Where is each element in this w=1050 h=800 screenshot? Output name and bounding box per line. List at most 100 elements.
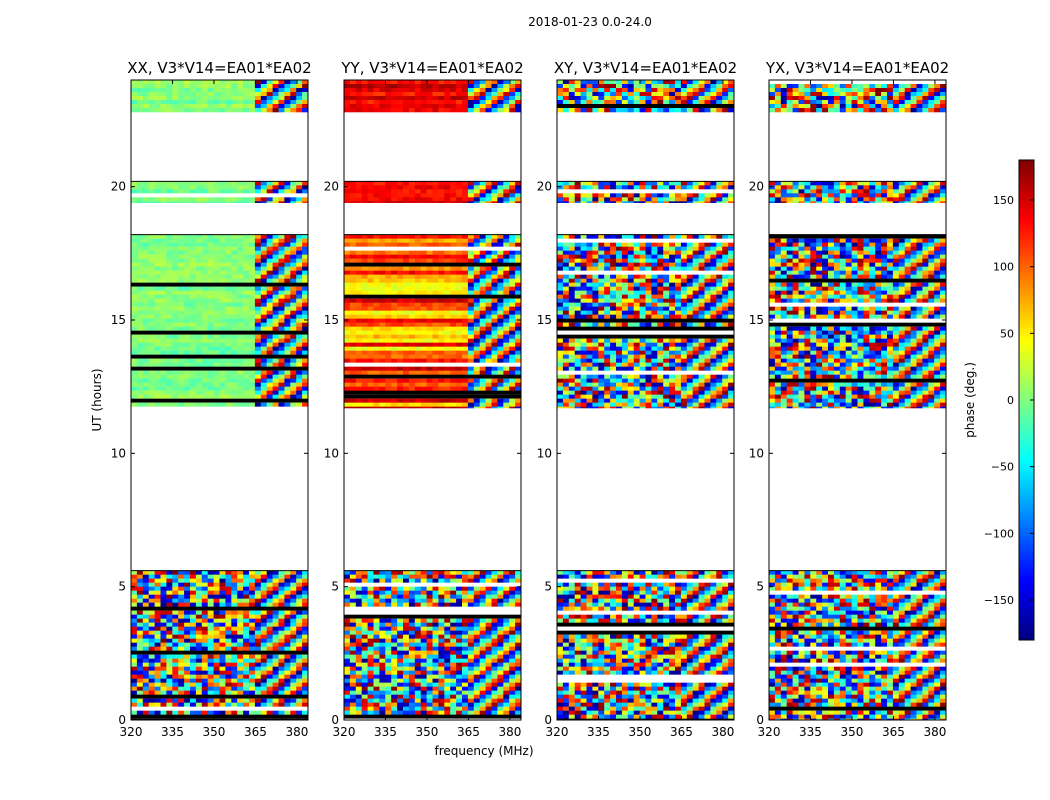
colorbar-segment: [1019, 412, 1034, 417]
y-tick-label: 0: [118, 713, 126, 727]
colorbar-segment: [1019, 428, 1034, 433]
colorbar-segment: [1019, 584, 1034, 589]
colorbar-segment: [1019, 256, 1034, 261]
y-tick-label: 10: [111, 446, 126, 460]
y-tick-label: 20: [111, 180, 126, 194]
panel-title: XX, V3*V14=EA01*EA02: [127, 59, 311, 77]
colorbar: −150 −100 −50 0 50 100 150: [984, 159, 1035, 641]
colorbar-segment: [1019, 236, 1034, 241]
colorbar-segment: [1019, 408, 1034, 413]
x-tick-label: 380: [498, 725, 521, 739]
colorbar-segment: [1019, 188, 1034, 193]
colorbar-segment: [1019, 276, 1034, 281]
x-tick-label: 335: [161, 725, 184, 739]
colorbar-segment: [1019, 264, 1034, 269]
colorbar-segment: [1019, 452, 1034, 457]
y-tick-label: 5: [756, 580, 764, 594]
colorbar-segment: [1019, 304, 1034, 309]
x-tick-label: 365: [244, 725, 267, 739]
colorbar-segment: [1019, 544, 1034, 549]
colorbar-segment: [1019, 240, 1034, 245]
colorbar-segment: [1019, 216, 1034, 221]
colorbar-segment: [1019, 448, 1034, 453]
colorbar-segment: [1019, 364, 1034, 369]
colorbar-segment: [1019, 248, 1034, 253]
colorbar-segment: [1019, 356, 1034, 361]
colorbar-segment: [1019, 432, 1034, 437]
panel-title: YY, V3*V14=EA01*EA02: [340, 59, 523, 77]
axes-frame: [556, 79, 735, 721]
colorbar-segment: [1019, 312, 1034, 317]
colorbar-segment: [1019, 212, 1034, 217]
colorbar-segment: [1019, 472, 1034, 477]
y-tick-label: 0: [331, 713, 339, 727]
axes-frame: [343, 79, 522, 721]
phase-image: [557, 80, 734, 720]
colorbar-segment: [1019, 316, 1034, 321]
y-tick-label: 10: [324, 446, 339, 460]
phase-image: [131, 80, 308, 720]
colorbar-segment: [1019, 352, 1034, 357]
colorbar-segment: [1019, 596, 1034, 601]
x-tick-label: 380: [923, 725, 946, 739]
y-tick-label: 5: [118, 580, 126, 594]
y-axis-label: UT (hours): [90, 368, 104, 431]
colorbar-segment: [1019, 208, 1034, 213]
colorbar-segment: [1019, 176, 1034, 181]
colorbar-segment: [1019, 392, 1034, 397]
y-tick-label: 5: [544, 580, 552, 594]
colorbar-segment: [1019, 404, 1034, 409]
colorbar-segment: [1019, 200, 1034, 205]
colorbar-segment: [1019, 536, 1034, 541]
colorbar-segment: [1019, 616, 1034, 621]
panel-title: YX, V3*V14=EA01*EA02: [765, 59, 949, 77]
colorbar-segment: [1019, 300, 1034, 305]
colorbar-segment: [1019, 460, 1034, 465]
y-tick-label: 15: [324, 313, 339, 327]
colorbar-segment: [1019, 272, 1034, 277]
x-tick-label: 320: [120, 725, 143, 739]
colorbar-segment: [1019, 268, 1034, 273]
x-tick-label: 350: [629, 725, 652, 739]
x-tick-label: 320: [333, 725, 356, 739]
x-tick-label: 365: [457, 725, 480, 739]
colorbar-segment: [1019, 440, 1034, 445]
colorbar-segment: [1019, 488, 1034, 493]
x-tick-label: 365: [670, 725, 693, 739]
y-tick-label: 0: [756, 713, 764, 727]
colorbar-segment: [1019, 204, 1034, 209]
panels: XX, V3*V14=EA01*EA02 320 335 350 365 380 0 5 10 1…: [111, 59, 949, 739]
colorbar-segment: [1019, 296, 1034, 301]
panel-xx: XX, V3*V14=EA01*EA02 320 335 350 365 380 0 5 10 1…: [111, 59, 312, 739]
x-tick-label: 320: [758, 725, 781, 739]
colorbar-segment: [1019, 528, 1034, 533]
colorbar-tick-label: 150: [993, 194, 1014, 207]
y-tick-label: 5: [331, 580, 339, 594]
colorbar-tick-label: −50: [991, 461, 1014, 474]
colorbar-segment: [1019, 244, 1034, 249]
colorbar-segment: [1019, 588, 1034, 593]
x-tick-label: 335: [374, 725, 397, 739]
colorbar-tick-label: 50: [1000, 327, 1014, 340]
colorbar-segment: [1019, 288, 1034, 293]
colorbar-segment: [1019, 328, 1034, 333]
colorbar-segment: [1019, 332, 1034, 337]
colorbar-segment: [1019, 380, 1034, 385]
colorbar-segment: [1019, 284, 1034, 289]
colorbar-segment: [1019, 576, 1034, 581]
colorbar-tick-label: −100: [984, 527, 1014, 540]
colorbar-segment: [1019, 180, 1034, 185]
colorbar-segment: [1019, 184, 1034, 189]
panel-yx: YX, V3*V14=EA01*EA02 320 335 350 365 380 0 5 10 1…: [749, 59, 949, 739]
colorbar-segment: [1019, 484, 1034, 489]
colorbar-segment: [1019, 572, 1034, 577]
colorbar-segment: [1019, 512, 1034, 517]
phase-image: [769, 80, 946, 720]
colorbar-segment: [1019, 560, 1034, 565]
colorbar-segment: [1019, 504, 1034, 509]
colorbar-segment: [1019, 620, 1034, 625]
colorbar-segment: [1019, 628, 1034, 633]
colorbar-segment: [1019, 496, 1034, 501]
colorbar-label: phase (deg.): [963, 362, 977, 438]
colorbar-segment: [1019, 624, 1034, 629]
